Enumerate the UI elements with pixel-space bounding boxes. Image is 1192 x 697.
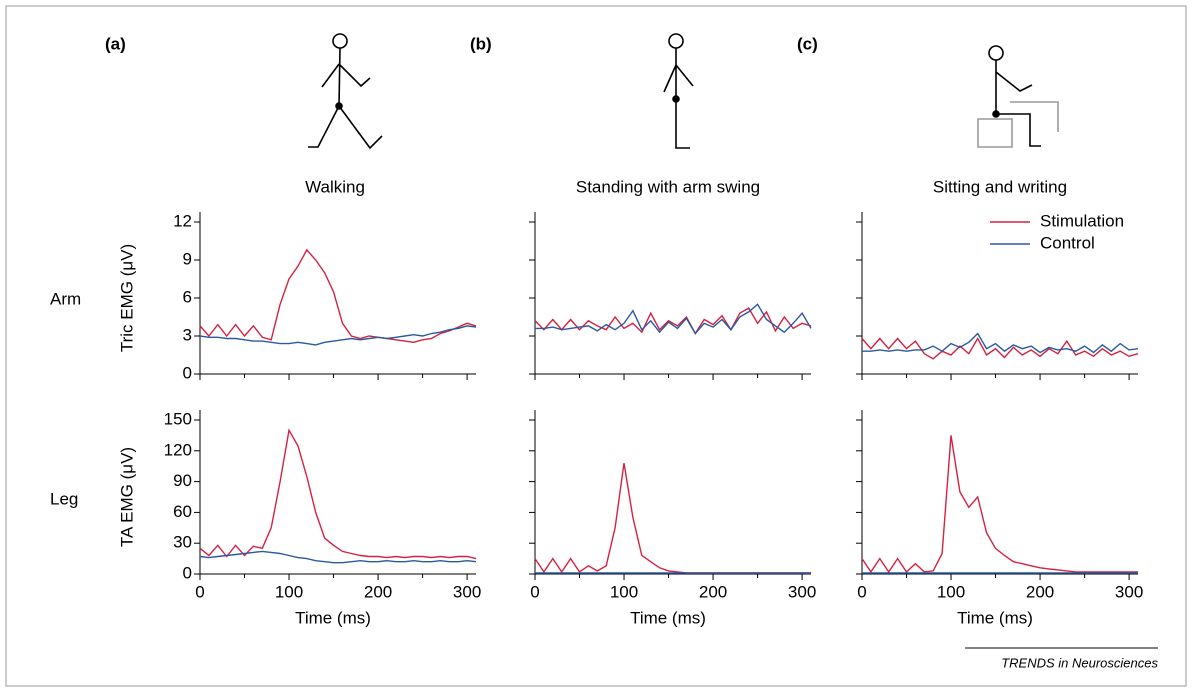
x-tick-label: 300: [788, 582, 816, 601]
credit: TRENDS in Neurosciences: [1001, 655, 1158, 670]
walking-figure: [308, 33, 383, 150]
x-tick-label: 200: [699, 582, 727, 601]
y-tick-label: 0: [183, 363, 192, 382]
y-axis-label: Tric EMG (μV): [117, 244, 136, 352]
series-line: [534, 307, 812, 335]
y-tick-label: 30: [173, 533, 192, 552]
panel-label: (c): [797, 34, 818, 53]
x-tick-label: 100: [610, 582, 638, 601]
x-tick-label: 300: [453, 582, 481, 601]
y-tick-label: 6: [183, 287, 192, 306]
series-line: [861, 337, 1139, 360]
y-tick-label: 60: [173, 502, 192, 521]
x-tick-label: 100: [275, 582, 303, 601]
frame: [5, 5, 1187, 687]
x-tick-label: 200: [364, 582, 392, 601]
standing-figure: [663, 33, 694, 149]
y-tick-label: 150: [164, 409, 192, 428]
sitting-figure: [977, 45, 1059, 148]
x-tick-label: 0: [857, 582, 866, 601]
y-axis-label: TA EMG (μV): [117, 447, 136, 547]
x-axis-label: Time (ms): [295, 608, 371, 627]
x-tick-label: 200: [1026, 582, 1054, 601]
panel-title: Sitting and writing: [933, 177, 1067, 196]
series-line: [862, 332, 1139, 354]
series-line: [199, 325, 477, 346]
x-tick-label: 100: [937, 582, 965, 601]
legend-label: Control: [1040, 233, 1095, 252]
series-line: [199, 248, 477, 344]
legend-label: Stimulation: [1040, 211, 1124, 230]
x-tick-label: 0: [195, 582, 204, 601]
panel-title: Standing with arm swing: [576, 177, 760, 196]
series-line: [199, 550, 477, 564]
row-label: Arm: [50, 289, 81, 308]
panel-label: (a): [105, 34, 126, 53]
series-line: [534, 462, 811, 574]
y-tick-label: 0: [183, 563, 192, 582]
panel-label: (b): [470, 34, 492, 53]
y-tick-label: 9: [183, 249, 192, 268]
y-tick-label: 120: [164, 440, 192, 459]
x-axis-label: Time (ms): [630, 608, 706, 627]
y-tick-label: 90: [173, 471, 192, 490]
y-tick-label: 12: [173, 211, 192, 230]
series-line: [861, 435, 1138, 574]
x-tick-label: 0: [530, 582, 539, 601]
series-line: [535, 303, 812, 335]
series-line: [199, 428, 477, 560]
y-tick-label: 3: [183, 325, 192, 344]
x-tick-label: 300: [1115, 582, 1143, 601]
row-label: Leg: [50, 489, 78, 508]
x-axis-label: Time (ms): [957, 608, 1033, 627]
panel-title: Walking: [305, 177, 365, 196]
